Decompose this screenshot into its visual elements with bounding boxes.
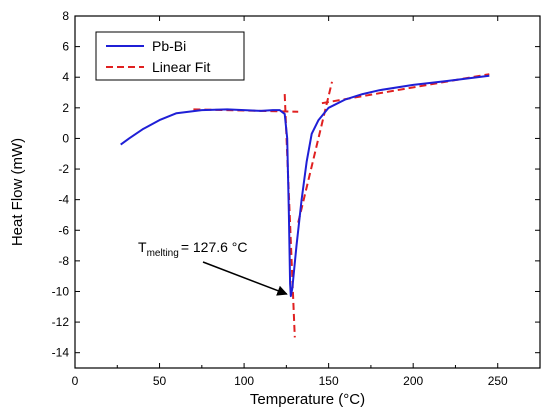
x-tick-label-50: 50 — [153, 374, 167, 388]
legend-box — [95, 31, 245, 81]
y-tick-label-0: 0 — [62, 131, 69, 145]
melting-annotation-text: Tmelting = 127.6 °C — [138, 239, 248, 259]
y-tick-label--12: -12 — [52, 315, 70, 329]
x-axis-title: Temperature (°C) — [250, 391, 365, 408]
y-tick-label-2: 2 — [62, 101, 69, 115]
y-tick-label--8: -8 — [58, 254, 69, 268]
legend: Pb-Bi Linear Fit — [95, 31, 245, 81]
legend-label-linear-fit: Linear Fit — [152, 59, 210, 75]
plot-frame — [74, 15, 541, 369]
y-tick-label-6: 6 — [62, 40, 69, 54]
annotation-layer: Tmelting = 127.6 °C — [138, 239, 288, 296]
pb-bi-series-line — [120, 74, 490, 298]
y-tick-label-4: 4 — [62, 70, 69, 84]
x-tick-label-200: 200 — [403, 374, 423, 388]
x-tick-label-250: 250 — [488, 374, 508, 388]
y-tick-label--4: -4 — [58, 193, 69, 207]
axes-layer: 0 50 100 150 200 250 8 6 4 2 0 -2 -4 -6 -8 -10 -12 -14 Tem… — [9, 9, 541, 408]
linear-fit-segment-3 — [297, 81, 333, 223]
y-tick-label--6: -6 — [58, 223, 69, 237]
y-tick-label--2: -2 — [58, 162, 69, 176]
melting-annotation-arrow — [202, 261, 288, 296]
legend-label-pb-bi: Pb-Bi — [152, 38, 186, 54]
plot-layer — [120, 73, 490, 338]
x-tick-label-0: 0 — [72, 374, 79, 388]
y-axis-title: Heat Flow (mW) — [9, 138, 26, 246]
y-tick-label--10: -10 — [52, 284, 70, 298]
y-tick-label-8: 8 — [62, 9, 69, 23]
x-tick-label-100: 100 — [234, 374, 254, 388]
x-tick-label-150: 150 — [319, 374, 339, 388]
y-tick-label--14: -14 — [52, 346, 70, 360]
